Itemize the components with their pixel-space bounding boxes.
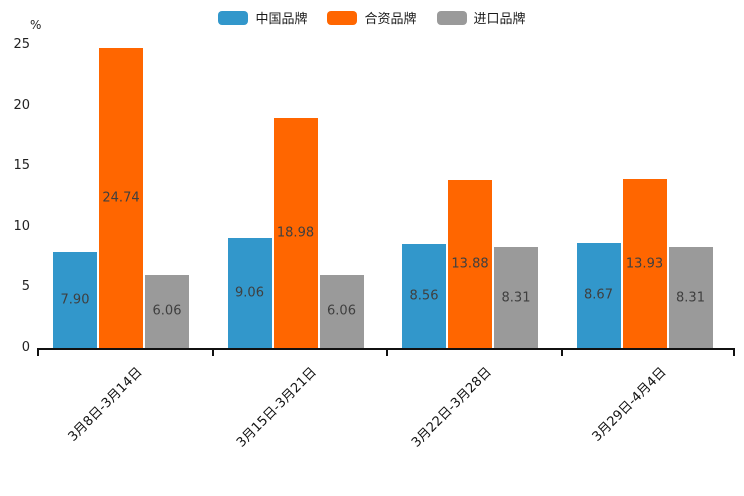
x-axis-tick	[37, 350, 39, 356]
bar-series0-group0	[53, 252, 97, 348]
x-category-label: 3月15日-3月21日	[234, 364, 321, 451]
bar-series1-group2	[448, 179, 492, 348]
bar-value-label: 8.31	[676, 290, 705, 306]
bar-value-label: 6.06	[152, 303, 182, 319]
bar-value-label: 8.56	[409, 288, 439, 304]
bar-series0-group2	[402, 244, 446, 348]
legend-swatch-icon	[218, 10, 249, 25]
bar-series2-group0	[145, 274, 189, 348]
y-tick-label: 15	[13, 158, 30, 174]
legend-label: 中国品牌	[255, 12, 308, 27]
x-axis-tick	[386, 350, 388, 356]
legend-label: 进口品牌	[473, 12, 526, 27]
y-tick-label: 25	[13, 37, 30, 52]
legend-label: 合资品牌	[364, 12, 417, 27]
legend-swatch-icon	[436, 10, 467, 25]
bar-series1-group0	[99, 48, 143, 348]
x-axis-line	[37, 348, 735, 350]
legend-swatch-icon	[327, 10, 358, 25]
y-tick-label: 5	[21, 279, 30, 295]
bar-series2-group3	[668, 247, 713, 348]
bar-series2-group1	[319, 274, 364, 348]
bar-value-label: 9.06	[235, 285, 264, 301]
y-tick-label: 0	[21, 340, 30, 355]
bar-series0-group3	[576, 242, 621, 348]
bar-series1-group1	[273, 117, 318, 348]
bar-series2-group2	[494, 247, 538, 348]
x-category-label: 3月22日-3月28日	[408, 364, 495, 451]
bar-series1-group3	[622, 179, 667, 348]
legend-item-0: 中国品牌	[218, 8, 307, 27]
bar-value-label: 13.88	[451, 256, 489, 272]
bar-value-label: 7.90	[60, 292, 90, 308]
legend-item-2: 进口品牌	[436, 8, 526, 27]
x-category-label: 3月8日-3月14日	[65, 364, 146, 445]
y-tick-label: 10	[13, 218, 30, 234]
bar-value-label: 18.98	[276, 225, 315, 241]
legend-item-1: 合资品牌	[327, 8, 417, 27]
x-axis-tick	[733, 350, 735, 356]
bar-value-label: 24.74	[102, 190, 140, 206]
chart-legend: 中国品牌 合资品牌 进口品牌	[0, 8, 744, 27]
bar-value-label: 8.31	[501, 290, 531, 306]
y-axis-unit-label: %	[30, 18, 42, 32]
bar-series0-group1	[227, 238, 272, 348]
x-axis-tick	[211, 350, 214, 356]
bar-value-label: 8.67	[584, 287, 613, 303]
x-category-label: 3月29日-4月4日	[589, 364, 670, 445]
bar-value-label: 6.06	[327, 303, 356, 319]
x-axis-tick	[560, 350, 563, 356]
y-tick-label: 20	[13, 97, 30, 113]
bar-value-label: 13.93	[625, 256, 664, 272]
